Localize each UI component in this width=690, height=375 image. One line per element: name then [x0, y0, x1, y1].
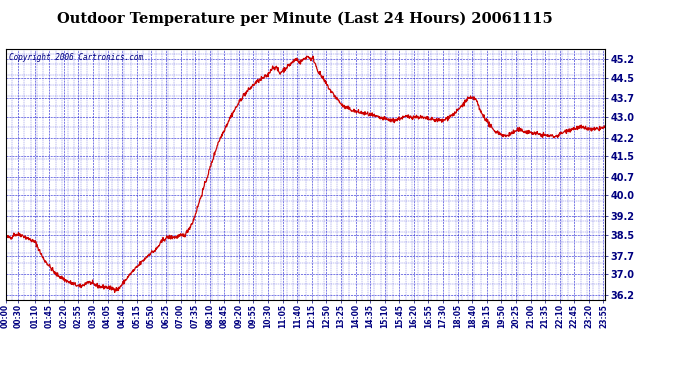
Text: Copyright 2006 Cartronics.com: Copyright 2006 Cartronics.com — [8, 53, 143, 62]
Text: Outdoor Temperature per Minute (Last 24 Hours) 20061115: Outdoor Temperature per Minute (Last 24 … — [57, 11, 553, 26]
